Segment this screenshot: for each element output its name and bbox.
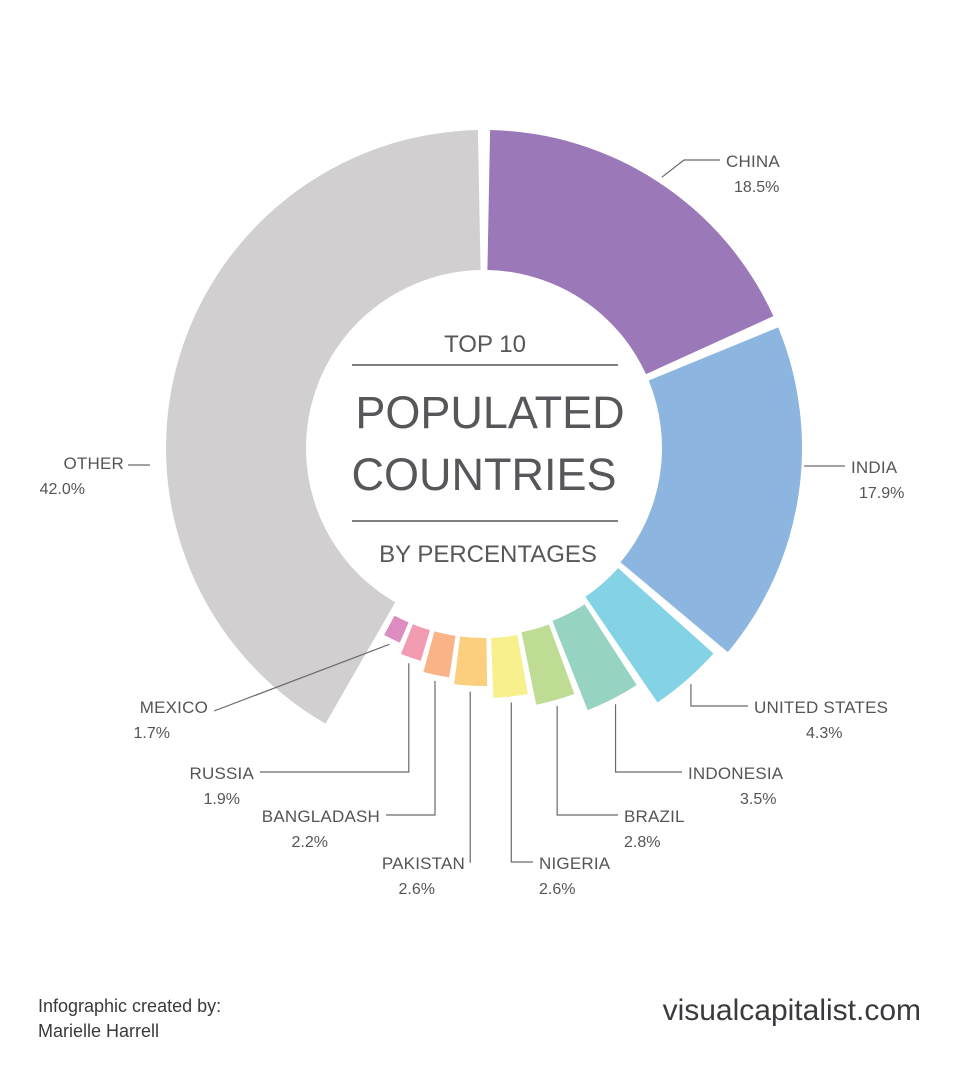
value-united-states: 4.3%	[806, 725, 842, 742]
slice-other	[165, 130, 481, 724]
credit-line-1: Infographic created by:	[38, 996, 222, 1016]
leader-line-brazil	[556, 705, 618, 816]
site-url: visualcapitalist.com	[662, 994, 921, 1027]
label-nigeria: NIGERIA	[539, 854, 611, 873]
label-indonesia: INDONESIA	[688, 764, 784, 783]
value-russia: 1.9%	[204, 791, 240, 808]
label-pakistan: PAKISTAN	[382, 854, 465, 873]
label-russia: RUSSIA	[190, 764, 255, 783]
label-mexico: MEXICO	[140, 698, 208, 717]
labels-group: CHINA 18.5% INDIA 17.9% UNITED STATES 4.3% IND…	[40, 152, 905, 898]
value-indonesia: 3.5%	[740, 791, 776, 808]
value-pakistan: 2.6%	[399, 881, 435, 898]
leader-line-mexico	[213, 643, 390, 712]
label-china: CHINA	[726, 152, 780, 171]
leader-line-indonesia	[614, 704, 682, 773]
slice-bangladash	[423, 631, 456, 678]
value-brazil: 2.8%	[624, 834, 660, 851]
label-india: INDIA	[851, 458, 898, 477]
center-title-top: TOP 10	[444, 331, 526, 358]
leader-line-united-states	[690, 684, 748, 707]
value-bangladash: 2.2%	[292, 834, 328, 851]
slice-india	[620, 327, 802, 653]
leader-line-nigeria	[510, 702, 533, 863]
value-mexico: 1.7%	[134, 725, 170, 742]
slices-group	[165, 130, 802, 724]
slice-mexico	[384, 615, 409, 643]
label-other: OTHER	[64, 454, 125, 473]
label-bangladash: BANGLADASH	[262, 807, 380, 826]
leader-line-russia	[260, 663, 410, 773]
center-title-bottom: BY PERCENTAGES	[379, 541, 597, 568]
slice-indonesia	[552, 604, 637, 711]
center-title-line1: POPULATED	[355, 387, 624, 438]
slice-russia	[400, 624, 430, 661]
value-other: 42.0%	[40, 481, 85, 498]
center-title: TOP 10 POPULATED COUNTRIES BY PERCENTAGE…	[351, 331, 624, 568]
slice-united-states	[585, 568, 714, 703]
leader-lines-group	[128, 159, 845, 863]
slice-nigeria	[491, 635, 528, 698]
slice-brazil	[521, 624, 575, 705]
label-brazil: BRAZIL	[624, 807, 685, 826]
value-india: 17.9%	[859, 485, 904, 502]
leader-line-bangladash	[386, 680, 436, 816]
leader-line-china	[661, 159, 720, 178]
value-china: 18.5%	[734, 179, 779, 196]
label-united-states: UNITED STATES	[754, 698, 888, 717]
slice-pakistan	[454, 636, 488, 687]
value-nigeria: 2.6%	[539, 881, 575, 898]
slice-china	[487, 130, 774, 375]
credit-author: Marielle Harrell	[38, 1021, 160, 1041]
credit: Infographic created by: Marielle Harrell	[38, 994, 221, 1044]
leader-line-pakistan	[469, 691, 471, 863]
center-title-line2: COUNTRIES	[351, 449, 616, 500]
